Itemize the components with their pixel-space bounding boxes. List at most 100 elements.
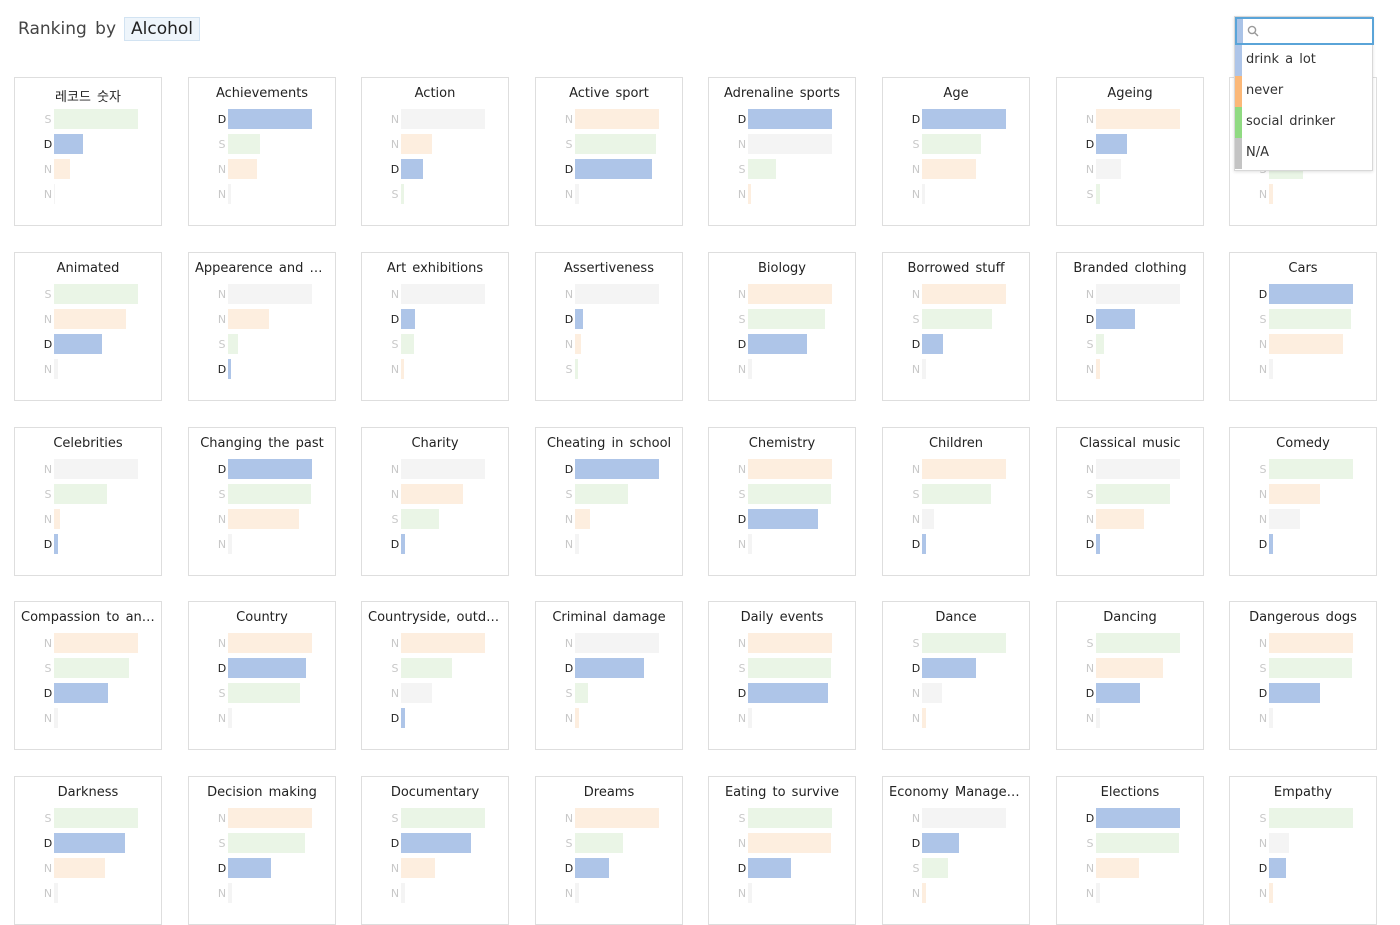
ranking-card[interactable]: Children N S N D (882, 427, 1030, 576)
ranking-card[interactable]: Animated S N D N (14, 252, 162, 401)
bar (575, 509, 590, 529)
bar (922, 633, 1006, 653)
bar (228, 359, 231, 379)
bar-category-letter: S (218, 687, 226, 700)
ranking-card[interactable]: Adrenaline sports D N S N (708, 77, 856, 226)
ranking-card[interactable]: Darkness S D N N (14, 776, 162, 925)
bar-category-letter: N (564, 538, 574, 551)
ranking-card[interactable]: Biology N S D N (708, 252, 856, 401)
ranking-card[interactable]: Countryside, outdoors N S N D (361, 601, 509, 750)
ranking-card[interactable]: Documentary S D N N (361, 776, 509, 925)
ranking-card[interactable]: Daily events N S D N (708, 601, 856, 750)
ranking-card[interactable]: Branded clothing N D S N (1056, 252, 1204, 401)
bar-category-letter: D (1258, 538, 1268, 551)
ranking-card[interactable]: Cheating in school D S N N (535, 427, 683, 576)
bar-category-letter: D (43, 538, 53, 551)
ranking-card[interactable]: Comedy S N N D (1229, 427, 1377, 576)
bar (401, 708, 405, 728)
bar (748, 633, 832, 653)
card-title: Dreams (583, 785, 635, 800)
ranking-card[interactable]: Appearence and gesturesNNSD (188, 252, 336, 401)
ranking-card[interactable]: Compassion to animalsNSDN (14, 601, 162, 750)
bar (922, 683, 942, 703)
ranking-card[interactable]: Achievements D S N N (188, 77, 336, 226)
bar (54, 459, 138, 479)
bar-category-letter: D (564, 463, 574, 476)
ranking-card[interactable]: Active sport N S D N (535, 77, 683, 226)
bar (1096, 359, 1100, 379)
ranking-card[interactable]: Dreams N S D N (535, 776, 683, 925)
ranking-card[interactable]: 레코드 숫자 S D N N (14, 77, 162, 226)
card-title: Borrowed stuff (907, 261, 1005, 276)
bar (1096, 883, 1100, 903)
ranking-card[interactable]: Assertiveness N D N S (535, 252, 683, 401)
bar-category-letter: N (737, 712, 747, 725)
ranking-card[interactable]: Decision making N S D N (188, 776, 336, 925)
bar (401, 284, 485, 304)
ranking-card[interactable]: Ageing N D N S (1056, 77, 1204, 226)
card-title: Art exhibitions (386, 261, 484, 276)
ranking-card[interactable]: Dangerous dogs N S D N (1229, 601, 1377, 750)
legend-item[interactable]: N/A (1235, 138, 1372, 169)
card-title: Active sport (569, 86, 649, 101)
ranking-card[interactable]: Dance S D N N (882, 601, 1030, 750)
card-title: Documentary (390, 785, 480, 800)
ranking-card[interactable]: Dancing S N D N (1056, 601, 1204, 750)
card-title: Criminal damage (552, 610, 666, 625)
bar (54, 159, 70, 179)
bar-category-letter: N (737, 188, 747, 201)
ranking-card[interactable]: Charity N N S D (361, 427, 509, 576)
bar (54, 284, 138, 304)
legend-item[interactable]: never (1235, 76, 1372, 107)
ranking-card[interactable]: Age D S N N (882, 77, 1030, 226)
bar (575, 109, 659, 129)
ranking-card[interactable]: Elections D S N N (1056, 776, 1204, 925)
ranking-attribute-select[interactable]: Alcohol (124, 17, 201, 41)
bar (575, 134, 656, 154)
legend-search-box[interactable] (1235, 17, 1374, 45)
bar (228, 184, 231, 204)
ranking-card[interactable]: Economy ManagementNDSN (882, 776, 1030, 925)
bar (228, 134, 260, 154)
bar (228, 334, 238, 354)
ranking-card[interactable]: Borrowed stuff N S D N (882, 252, 1030, 401)
legend-item[interactable]: social drinker (1235, 107, 1372, 138)
ranking-card[interactable]: Celebrities N S N D (14, 427, 162, 576)
ranking-card[interactable]: Eating to survive S N D N (708, 776, 856, 925)
bar (748, 833, 831, 853)
ranking-card[interactable]: Empathy S N D N (1229, 776, 1377, 925)
bar-category-letter: N (390, 363, 400, 376)
bar-category-letter: N (1085, 513, 1095, 526)
card-title: Economy Management (889, 785, 1023, 800)
bar-category-letter: D (1085, 687, 1095, 700)
bar-category-letter: N (564, 712, 574, 725)
ranking-by-label: Ranking by (18, 19, 117, 39)
legend-search-input[interactable] (1261, 21, 1370, 43)
ranking-card[interactable]: Criminal damage N D S N (535, 601, 683, 750)
bar-category-letter: S (218, 488, 226, 501)
ranking-card[interactable]: Cars D S N N (1229, 252, 1377, 401)
bar-category-letter: N (1258, 887, 1268, 900)
bar-category-letter: N (911, 463, 921, 476)
bar-category-letter: D (217, 662, 227, 675)
card-title: Biology (758, 261, 806, 276)
ranking-card[interactable]: Changing the past D S N N (188, 427, 336, 576)
bar-category-letter: N (564, 812, 574, 825)
ranking-card[interactable]: Action N N D S (361, 77, 509, 226)
bar (401, 808, 485, 828)
bar (228, 509, 299, 529)
bar (401, 459, 485, 479)
ranking-card[interactable]: Art exhibitions N D S N (361, 252, 509, 401)
bar-category-letter: N (1258, 837, 1268, 850)
bar-category-letter: S (565, 837, 573, 850)
bar-category-letter: D (564, 163, 574, 176)
bar-category-letter: D (564, 662, 574, 675)
bar-category-letter: D (390, 163, 400, 176)
bar (54, 633, 138, 653)
bar-category-letter: N (217, 313, 227, 326)
bar-category-letter: N (390, 113, 400, 126)
ranking-card[interactable]: Country N D S N (188, 601, 336, 750)
ranking-card[interactable]: Chemistry N S D N (708, 427, 856, 576)
ranking-card[interactable]: Classical music N S N D (1056, 427, 1204, 576)
legend-item[interactable]: drink a lot (1235, 45, 1372, 76)
